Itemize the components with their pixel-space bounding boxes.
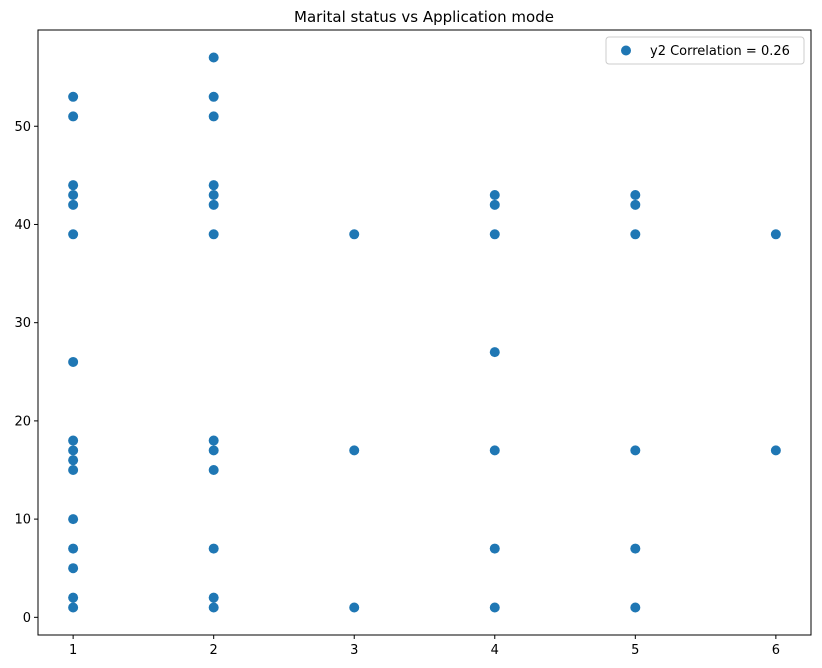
data-point — [630, 543, 641, 554]
x-axis: 1 2 3 4 5 6 — [69, 635, 780, 658]
data-point — [630, 445, 641, 456]
data-point — [208, 91, 219, 102]
data-point — [68, 356, 79, 367]
data-point — [68, 563, 79, 574]
y-tick-label: 10 — [14, 513, 31, 528]
data-point — [630, 190, 641, 200]
data-point — [68, 199, 79, 210]
data-point — [208, 229, 219, 240]
data-point — [770, 229, 781, 240]
data-point — [68, 180, 79, 191]
data-point — [68, 111, 79, 122]
legend-marker — [621, 45, 631, 56]
data-point — [489, 602, 500, 613]
data-point — [208, 190, 219, 200]
data-point — [630, 602, 641, 613]
x-tick-label: 6 — [772, 643, 780, 658]
data-point — [208, 111, 219, 122]
points-layer — [68, 52, 781, 613]
data-point — [489, 229, 500, 240]
data-point — [630, 229, 641, 240]
legend-box — [605, 36, 805, 65]
data-point — [208, 435, 219, 446]
data-point — [208, 592, 219, 603]
data-point — [630, 199, 641, 210]
x-tick-label: 5 — [631, 643, 639, 658]
y-axis: 0 10 20 30 40 50 — [14, 120, 38, 626]
y-tick-label: 20 — [14, 414, 31, 429]
data-point — [770, 445, 781, 456]
data-point — [68, 514, 79, 525]
data-point — [68, 435, 79, 446]
data-point — [208, 465, 219, 475]
y-tick-label: 50 — [14, 120, 31, 135]
data-point — [68, 455, 79, 466]
data-point — [68, 465, 79, 475]
data-point — [349, 602, 360, 613]
data-point — [208, 199, 219, 210]
y-tick-label: 30 — [14, 316, 31, 331]
data-point — [68, 229, 79, 240]
data-point — [489, 445, 500, 456]
legend: y2 Correlation = 0.26 — [605, 36, 805, 65]
data-point — [208, 445, 219, 456]
data-point — [68, 543, 79, 554]
data-point — [68, 91, 79, 102]
x-tick-label: 1 — [69, 643, 77, 658]
x-tick-label: 4 — [491, 643, 499, 658]
legend-label: y2 Correlation = 0.26 — [650, 44, 790, 59]
x-tick-label: 3 — [350, 643, 358, 658]
data-point — [489, 190, 500, 200]
data-point — [208, 602, 219, 613]
data-point — [489, 543, 500, 554]
data-point — [349, 445, 360, 456]
data-point — [208, 543, 219, 554]
data-point — [208, 180, 219, 191]
data-point — [68, 190, 79, 200]
y-tick-label: 0 — [23, 611, 31, 626]
data-point — [208, 52, 219, 63]
data-point — [489, 199, 500, 210]
data-point — [68, 602, 79, 613]
data-point — [489, 347, 500, 358]
y-tick-label: 40 — [14, 218, 31, 233]
data-point — [68, 445, 79, 456]
plot-frame — [37, 29, 812, 636]
x-tick-label: 2 — [210, 643, 218, 658]
data-point — [68, 592, 79, 603]
chart-title: Marital status vs Application mode — [294, 8, 554, 26]
data-point — [349, 229, 360, 240]
